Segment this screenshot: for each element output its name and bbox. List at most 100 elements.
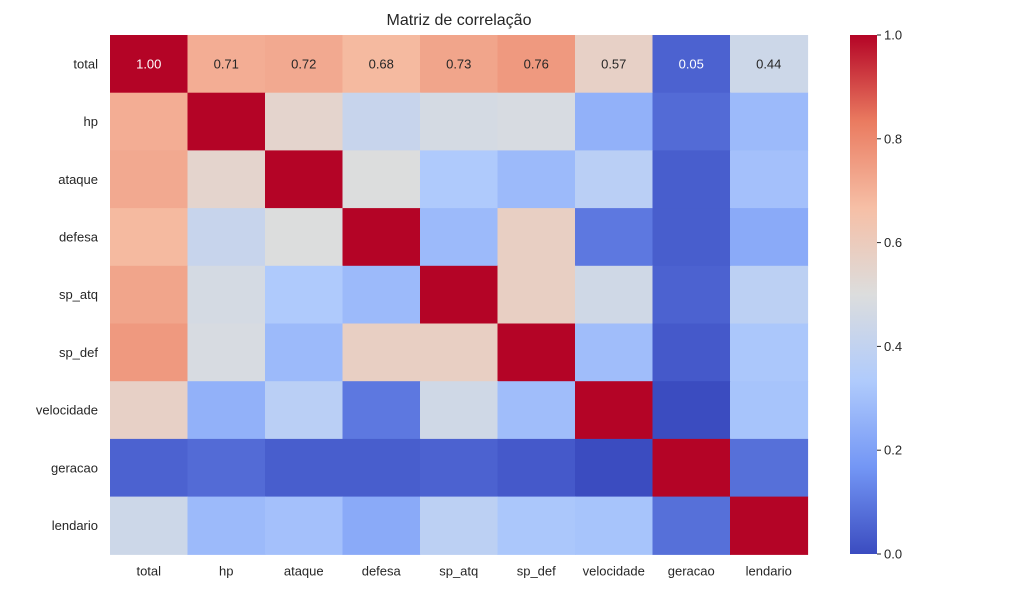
- cell-value-label: 0.44: [756, 56, 781, 71]
- heatmap-cell: [497, 208, 576, 267]
- heatmap-cell: [497, 35, 576, 94]
- heatmap-cells: [110, 35, 809, 555]
- heatmap-cell: [110, 208, 189, 267]
- cell-value-label: 0.05: [679, 56, 704, 71]
- x-tick-label: sp_atq: [439, 563, 478, 578]
- heatmap-cell: [497, 323, 576, 382]
- y-tick-label: lendario: [52, 518, 98, 533]
- cell-value-label: 0.76: [524, 56, 549, 71]
- heatmap-cell: [497, 92, 576, 151]
- heatmap-cell: [420, 381, 499, 440]
- colorbar-tick-label: 1.0: [884, 28, 902, 43]
- cell-value-label: 0.73: [446, 56, 471, 71]
- heatmap-cell: [187, 35, 266, 94]
- colorbar-tick-label: 0.2: [884, 443, 902, 458]
- heatmap-cell: [342, 496, 421, 555]
- heatmap-cell: [110, 35, 189, 94]
- colorbar-ticks: 0.0 0.2 0.4 0.6 0.8 1.0: [877, 28, 902, 562]
- heatmap-cell: [342, 323, 421, 382]
- y-tick-label: sp_def: [59, 345, 98, 360]
- heatmap-cell: [730, 92, 809, 151]
- cell-value-label: 0.71: [214, 56, 239, 71]
- heatmap-cell: [497, 496, 576, 555]
- heatmap-cell: [110, 496, 189, 555]
- heatmap-cell: [265, 323, 344, 382]
- heatmap-cell: [265, 381, 344, 440]
- heatmap-cell: [575, 381, 654, 440]
- heatmap-cell: [265, 438, 344, 498]
- heatmap-cell: [575, 496, 654, 555]
- heatmap-cell: [730, 150, 809, 209]
- heatmap-cell: [652, 92, 731, 151]
- y-tick-label: sp_atq: [59, 287, 98, 302]
- heatmap-cell: [652, 265, 731, 325]
- heatmap-cell: [652, 323, 731, 382]
- heatmap-cell: [342, 92, 421, 151]
- heatmap-cell: [110, 438, 189, 498]
- y-tick-label: total: [73, 56, 98, 71]
- heatmap-cell: [187, 496, 266, 555]
- cell-value-label: 0.57: [601, 56, 626, 71]
- x-tick-labels: total hp ataque defesa sp_atq sp_def velocidad…: [136, 563, 791, 578]
- cell-value-label: 1.00: [136, 56, 161, 71]
- heatmap-cell: [497, 381, 576, 440]
- heatmap-cell: [652, 381, 731, 440]
- heatmap-cell: [575, 92, 654, 151]
- heatmap-cell: [575, 208, 654, 267]
- colorbar-tick-label: 0.8: [884, 131, 902, 146]
- heatmap-cell: [265, 208, 344, 267]
- heatmap-cell: [420, 438, 499, 498]
- heatmap-cell: [187, 323, 266, 382]
- heatmap-cell: [497, 150, 576, 209]
- heatmap-cell: [342, 381, 421, 440]
- heatmap-cell: [730, 438, 809, 498]
- heatmap-cell: [420, 35, 499, 94]
- heatmap-cell: [652, 35, 731, 94]
- heatmap-cell: [187, 92, 266, 151]
- x-tick-label: hp: [219, 563, 233, 578]
- heatmap-cell: [652, 438, 731, 498]
- x-tick-label: geracao: [668, 563, 715, 578]
- heatmap-cell: [575, 265, 654, 325]
- heatmap-cell: [342, 438, 421, 498]
- heatmap-cell: [110, 381, 189, 440]
- y-tick-label: velocidade: [36, 403, 98, 418]
- x-tick-label: velocidade: [583, 563, 645, 578]
- heatmap-cell: [265, 496, 344, 555]
- x-tick-label: defesa: [362, 563, 402, 578]
- heatmap-cell: [575, 150, 654, 209]
- heatmap-cell: [187, 438, 266, 498]
- heatmap-cell: [652, 150, 731, 209]
- heatmap-cell: [420, 92, 499, 151]
- heatmap-cell: [187, 265, 266, 325]
- y-tick-labels: total hp ataque defesa sp_atq sp_def velocidad…: [36, 56, 99, 533]
- colorbar-tick-label: 0.4: [884, 339, 902, 354]
- cell-value-label: 0.68: [369, 56, 394, 71]
- heatmap-cell: [342, 265, 421, 325]
- heatmap-cell: [187, 208, 266, 267]
- heatmap-cell: [110, 92, 189, 151]
- heatmap-cell: [265, 150, 344, 209]
- heatmap-cell: [265, 265, 344, 325]
- heatmap-cell: [730, 381, 809, 440]
- colorbar: [850, 35, 877, 554]
- chart-title: Matriz de correlação: [387, 12, 532, 29]
- heatmap-cell: [110, 323, 189, 382]
- heatmap-cell: [342, 208, 421, 267]
- x-tick-label: total: [136, 563, 161, 578]
- x-tick-label: lendario: [746, 563, 792, 578]
- heatmap-cell: [420, 323, 499, 382]
- heatmap-cell: [652, 496, 731, 555]
- heatmap-cell: [265, 35, 344, 94]
- heatmap-cell: [342, 150, 421, 209]
- heatmap-cell: [420, 265, 499, 325]
- heatmap-cell: [497, 265, 576, 325]
- heatmap-cell: [265, 92, 344, 151]
- heatmap-cell-labels: 1.00 0.71 0.72 0.68 0.73 0.76 0.57 0.05 0.44: [136, 56, 781, 71]
- heatmap-cell: [420, 150, 499, 209]
- heatmap-cell: [730, 496, 809, 555]
- x-tick-label: sp_def: [517, 563, 556, 578]
- colorbar-tick-label: 0.6: [884, 235, 902, 250]
- heatmap-cell: [110, 150, 189, 209]
